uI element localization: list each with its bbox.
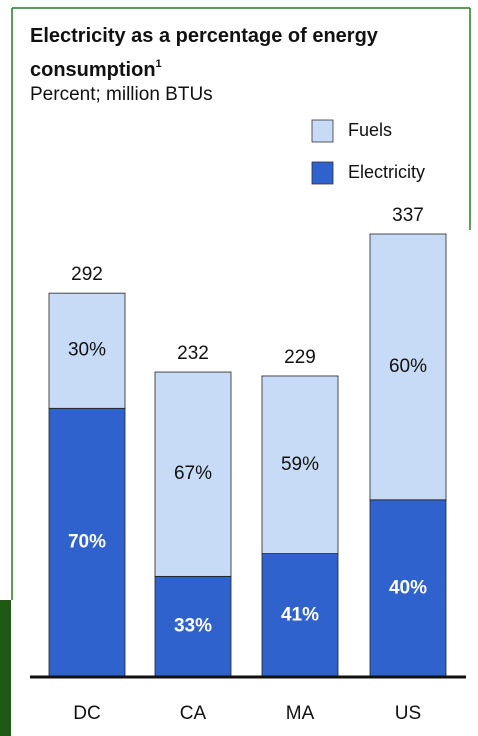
value-label: 70%	[68, 532, 106, 553]
value-label: 67%	[174, 463, 212, 484]
x-tick-label: US	[395, 703, 421, 724]
bar-segment	[369, 499, 447, 678]
bar-segment	[154, 575, 232, 678]
legend-label: Fuels	[348, 120, 392, 140]
total-label: 292	[71, 264, 103, 285]
x-tick-label: MA	[286, 703, 315, 724]
value-label: 30%	[68, 340, 106, 361]
value-label: 40%	[389, 577, 427, 598]
bar-segment	[48, 292, 126, 409]
bar-segment	[261, 375, 339, 554]
total-label: 232	[177, 343, 209, 364]
bar-segment	[48, 407, 126, 678]
value-label: 60%	[389, 356, 427, 377]
chart-title: Electricity as a percentage of energy co…	[30, 22, 420, 84]
legend-label: Electricity	[348, 162, 425, 182]
value-label: 59%	[281, 454, 319, 475]
legend-swatch	[311, 161, 334, 185]
frame-block	[0, 600, 11, 736]
value-label: 41%	[281, 604, 319, 625]
value-label: 33%	[174, 616, 212, 637]
total-label: 229	[284, 347, 316, 368]
chart-subtitle: Percent; million BTUs	[30, 84, 213, 105]
bar-segment	[369, 233, 447, 501]
total-label: 337	[392, 205, 424, 226]
legend-swatch	[311, 119, 334, 143]
title-text: Electricity as a percentage of energy co…	[30, 25, 378, 81]
footnote-marker: 1	[155, 58, 162, 70]
bar-segment	[154, 371, 232, 577]
x-tick-label: DC	[73, 703, 100, 724]
x-tick-label: CA	[180, 703, 207, 724]
